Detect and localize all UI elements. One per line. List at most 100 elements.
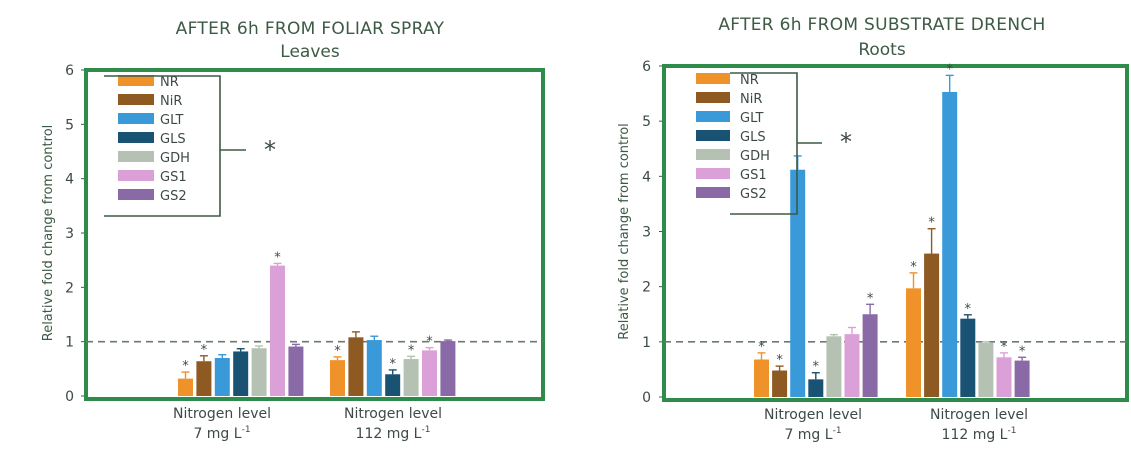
chart-2-significance-star: * (813, 360, 820, 375)
chart-1-legend-label-gdh: GDH (160, 151, 190, 166)
chart-1-y-tick-label: 1 (65, 335, 74, 351)
chart-2-legend-swatch-gs2 (696, 187, 730, 198)
chart-1-bar-nr (178, 378, 193, 396)
chart-2-x-category-label: Nitrogen level (930, 407, 1028, 423)
chart-2-bar-nir (772, 370, 788, 397)
chart-2-significance-star: * (867, 291, 874, 306)
chart-2-bar-gs2 (862, 314, 878, 397)
chart-1-legend-swatch-gdh (118, 151, 154, 162)
chart-2-y-tick-label: 1 (642, 335, 651, 351)
chart-1-group: AFTER 6h FROM FOLIAR SPRAY Leaves Relative… (41, 19, 545, 442)
chart-1-significance-star: * (389, 357, 396, 372)
chart-2-y-axis-label: Relative fold change from control (617, 123, 632, 340)
chart-2-bar-gls (960, 318, 976, 397)
chart-2-subtitle: Roots (858, 40, 906, 60)
chart-1-y-tick-label: 4 (65, 172, 74, 188)
chart-2-significance-star: * (928, 216, 935, 231)
chart-1-y-tick-label: 3 (65, 226, 74, 242)
chart-2-x-category-superscript: -1 (833, 426, 842, 436)
chart-1-x-category-label: Nitrogen level (344, 406, 442, 422)
chart-2-group: AFTER 6h FROM SUBSTRATE DRENCH Roots Relat… (617, 15, 1129, 443)
chart-1-legend-significance-star: * (264, 136, 276, 164)
chart-2-bar-gs1 (996, 357, 1012, 397)
chart-2-bar-nr (754, 359, 769, 397)
chart-2-bar-glt (790, 169, 806, 397)
chart-1-legend-label-glt: GLT (160, 113, 184, 128)
chart-1-significance-star: * (426, 335, 433, 350)
chart-1-significance-star: * (408, 343, 415, 358)
chart-2-bar-gdh (978, 342, 994, 397)
chart-2-significance-star: * (965, 302, 972, 317)
chart-1-bar-gs1 (422, 350, 437, 396)
chart-1-y-tick-label: 0 (65, 389, 74, 405)
chart-2-x-category-superscript: -1 (1007, 426, 1016, 436)
chart-1-legend-swatch-gs1 (118, 170, 154, 181)
chart-2-legend-label-gdh: GDH (740, 149, 770, 164)
chart-1-legend-swatch-gls (118, 132, 154, 143)
chart-1-x-category-label: Nitrogen level (173, 406, 271, 422)
chart-1-bar-nir (348, 337, 364, 396)
chart-2-significance-star: * (758, 340, 765, 355)
chart-1-bar-glt (366, 340, 382, 396)
chart-2-y-tick-label: 5 (642, 114, 651, 130)
chart-2-bar-gs2 (1014, 360, 1030, 397)
chart-2-legend-label-gls: GLS (740, 130, 766, 145)
chart-1-bar-gs1 (270, 265, 285, 396)
chart-2-legend-swatch-gdh (696, 149, 730, 160)
chart-2-legend-label-gs1: GS1 (740, 168, 767, 183)
chart-2-title: AFTER 6h FROM SUBSTRATE DRENCH (718, 15, 1045, 35)
chart-2-bar-gls (808, 379, 824, 397)
chart-1-legend-label-nr: NR (160, 75, 179, 90)
chart-1-x-category-superscript: -1 (242, 425, 251, 435)
chart-2-legend-label-gs2: GS2 (740, 187, 767, 202)
chart-1-legend-swatch-nir (118, 94, 154, 105)
chart-2-significance-star: * (1001, 340, 1008, 355)
chart-1-significance-star: * (182, 359, 189, 374)
chart-2-y-tick-label: 3 (642, 225, 651, 241)
chart-2-legend-swatch-gs1 (696, 168, 730, 179)
chart-2-legend-swatch-nr (696, 73, 730, 84)
chart-1-bar-gdh (403, 359, 419, 396)
chart-2-legend-label-nir: NiR (740, 92, 762, 107)
chart-1-legend-swatch-glt (118, 113, 154, 124)
chart-1-legend-label-nir: NiR (160, 94, 182, 109)
chart-1-legend-swatch-gs2 (118, 189, 154, 200)
chart-2-x-category-sublabel: 7 mg L-1 (784, 426, 841, 443)
chart-2-legend-label-glt: GLT (740, 111, 764, 126)
chart-1-y-tick-label: 5 (65, 117, 74, 133)
chart-2-legend-significance-star: * (840, 128, 852, 156)
chart-1-bar-gs2 (288, 346, 304, 396)
chart-1-bar-nir (196, 361, 212, 396)
chart-1-title: AFTER 6h FROM FOLIAR SPRAY (176, 19, 445, 39)
chart-2-y-tick-label: 4 (642, 169, 651, 185)
chart-2-significance-star: * (776, 353, 783, 368)
chart-2-x-category-label: Nitrogen level (764, 407, 862, 423)
chart-1-bar-gdh (251, 348, 267, 396)
chart-2-bar-nr (906, 288, 921, 397)
chart-1-legend-label-gs1: GS1 (160, 170, 187, 185)
chart-1-legend-label-gls: GLS (160, 132, 186, 147)
chart-1-significance-star: * (274, 250, 281, 265)
chart-2-bar-gs1 (844, 334, 860, 397)
chart-1-plot-frame (84, 68, 545, 401)
chart-1-y-tick-label: 2 (65, 280, 74, 296)
chart-2-y-tick-label: 6 (642, 59, 651, 75)
chart-2-x-category-sublabel: 112 mg L-1 (942, 426, 1017, 443)
chart-1-x-category-sublabel: 7 mg L-1 (193, 425, 250, 442)
chart-2-significance-star: * (910, 260, 917, 275)
chart-2-bar-nir (924, 253, 940, 397)
chart-1-bar-gs2 (440, 341, 456, 396)
chart-1-x-category-sublabel: 112 mg L-1 (356, 425, 431, 442)
chart-2-legend-swatch-gls (696, 130, 730, 141)
chart-2-bar-gdh (826, 336, 842, 397)
chart-1-y-axis-label: Relative fold change from control (41, 125, 56, 342)
chart-2-bar-glt (942, 91, 958, 397)
chart-1-legend-swatch-nr (118, 75, 154, 86)
chart-2-y-tick-label: 0 (642, 390, 651, 406)
chart-1-bar-glt (214, 357, 230, 396)
chart-1-significance-star: * (201, 343, 208, 358)
chart-2-significance-star: * (946, 62, 953, 77)
chart-1-bar-gls (233, 351, 249, 396)
chart-1-legend-bracket (104, 75, 221, 217)
